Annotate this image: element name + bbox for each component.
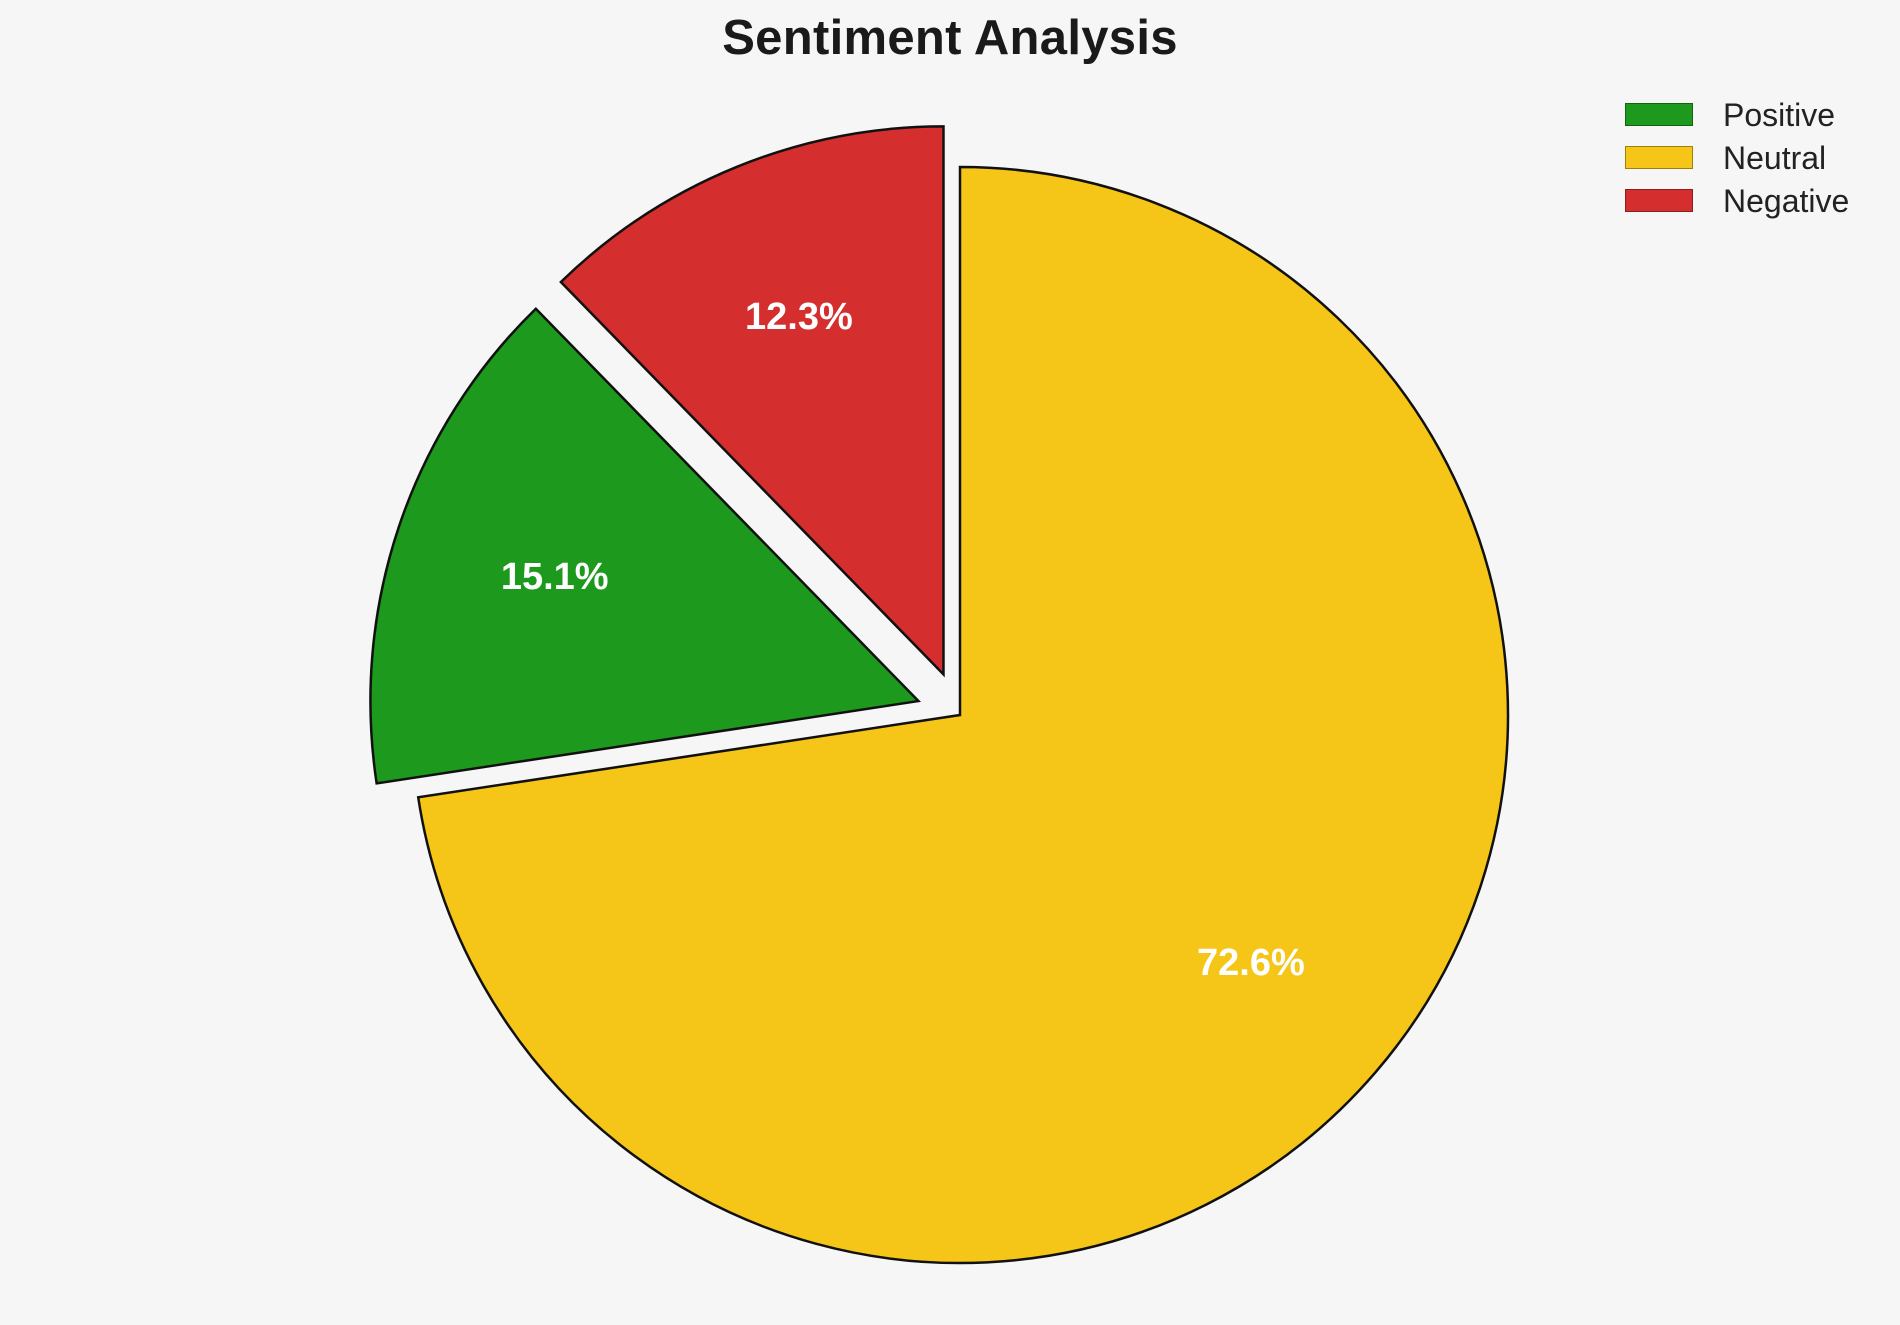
svg-text:72.6%: 72.6% [1197,942,1305,984]
svg-text:12.3%: 12.3% [745,296,853,338]
svg-text:15.1%: 15.1% [501,556,609,598]
